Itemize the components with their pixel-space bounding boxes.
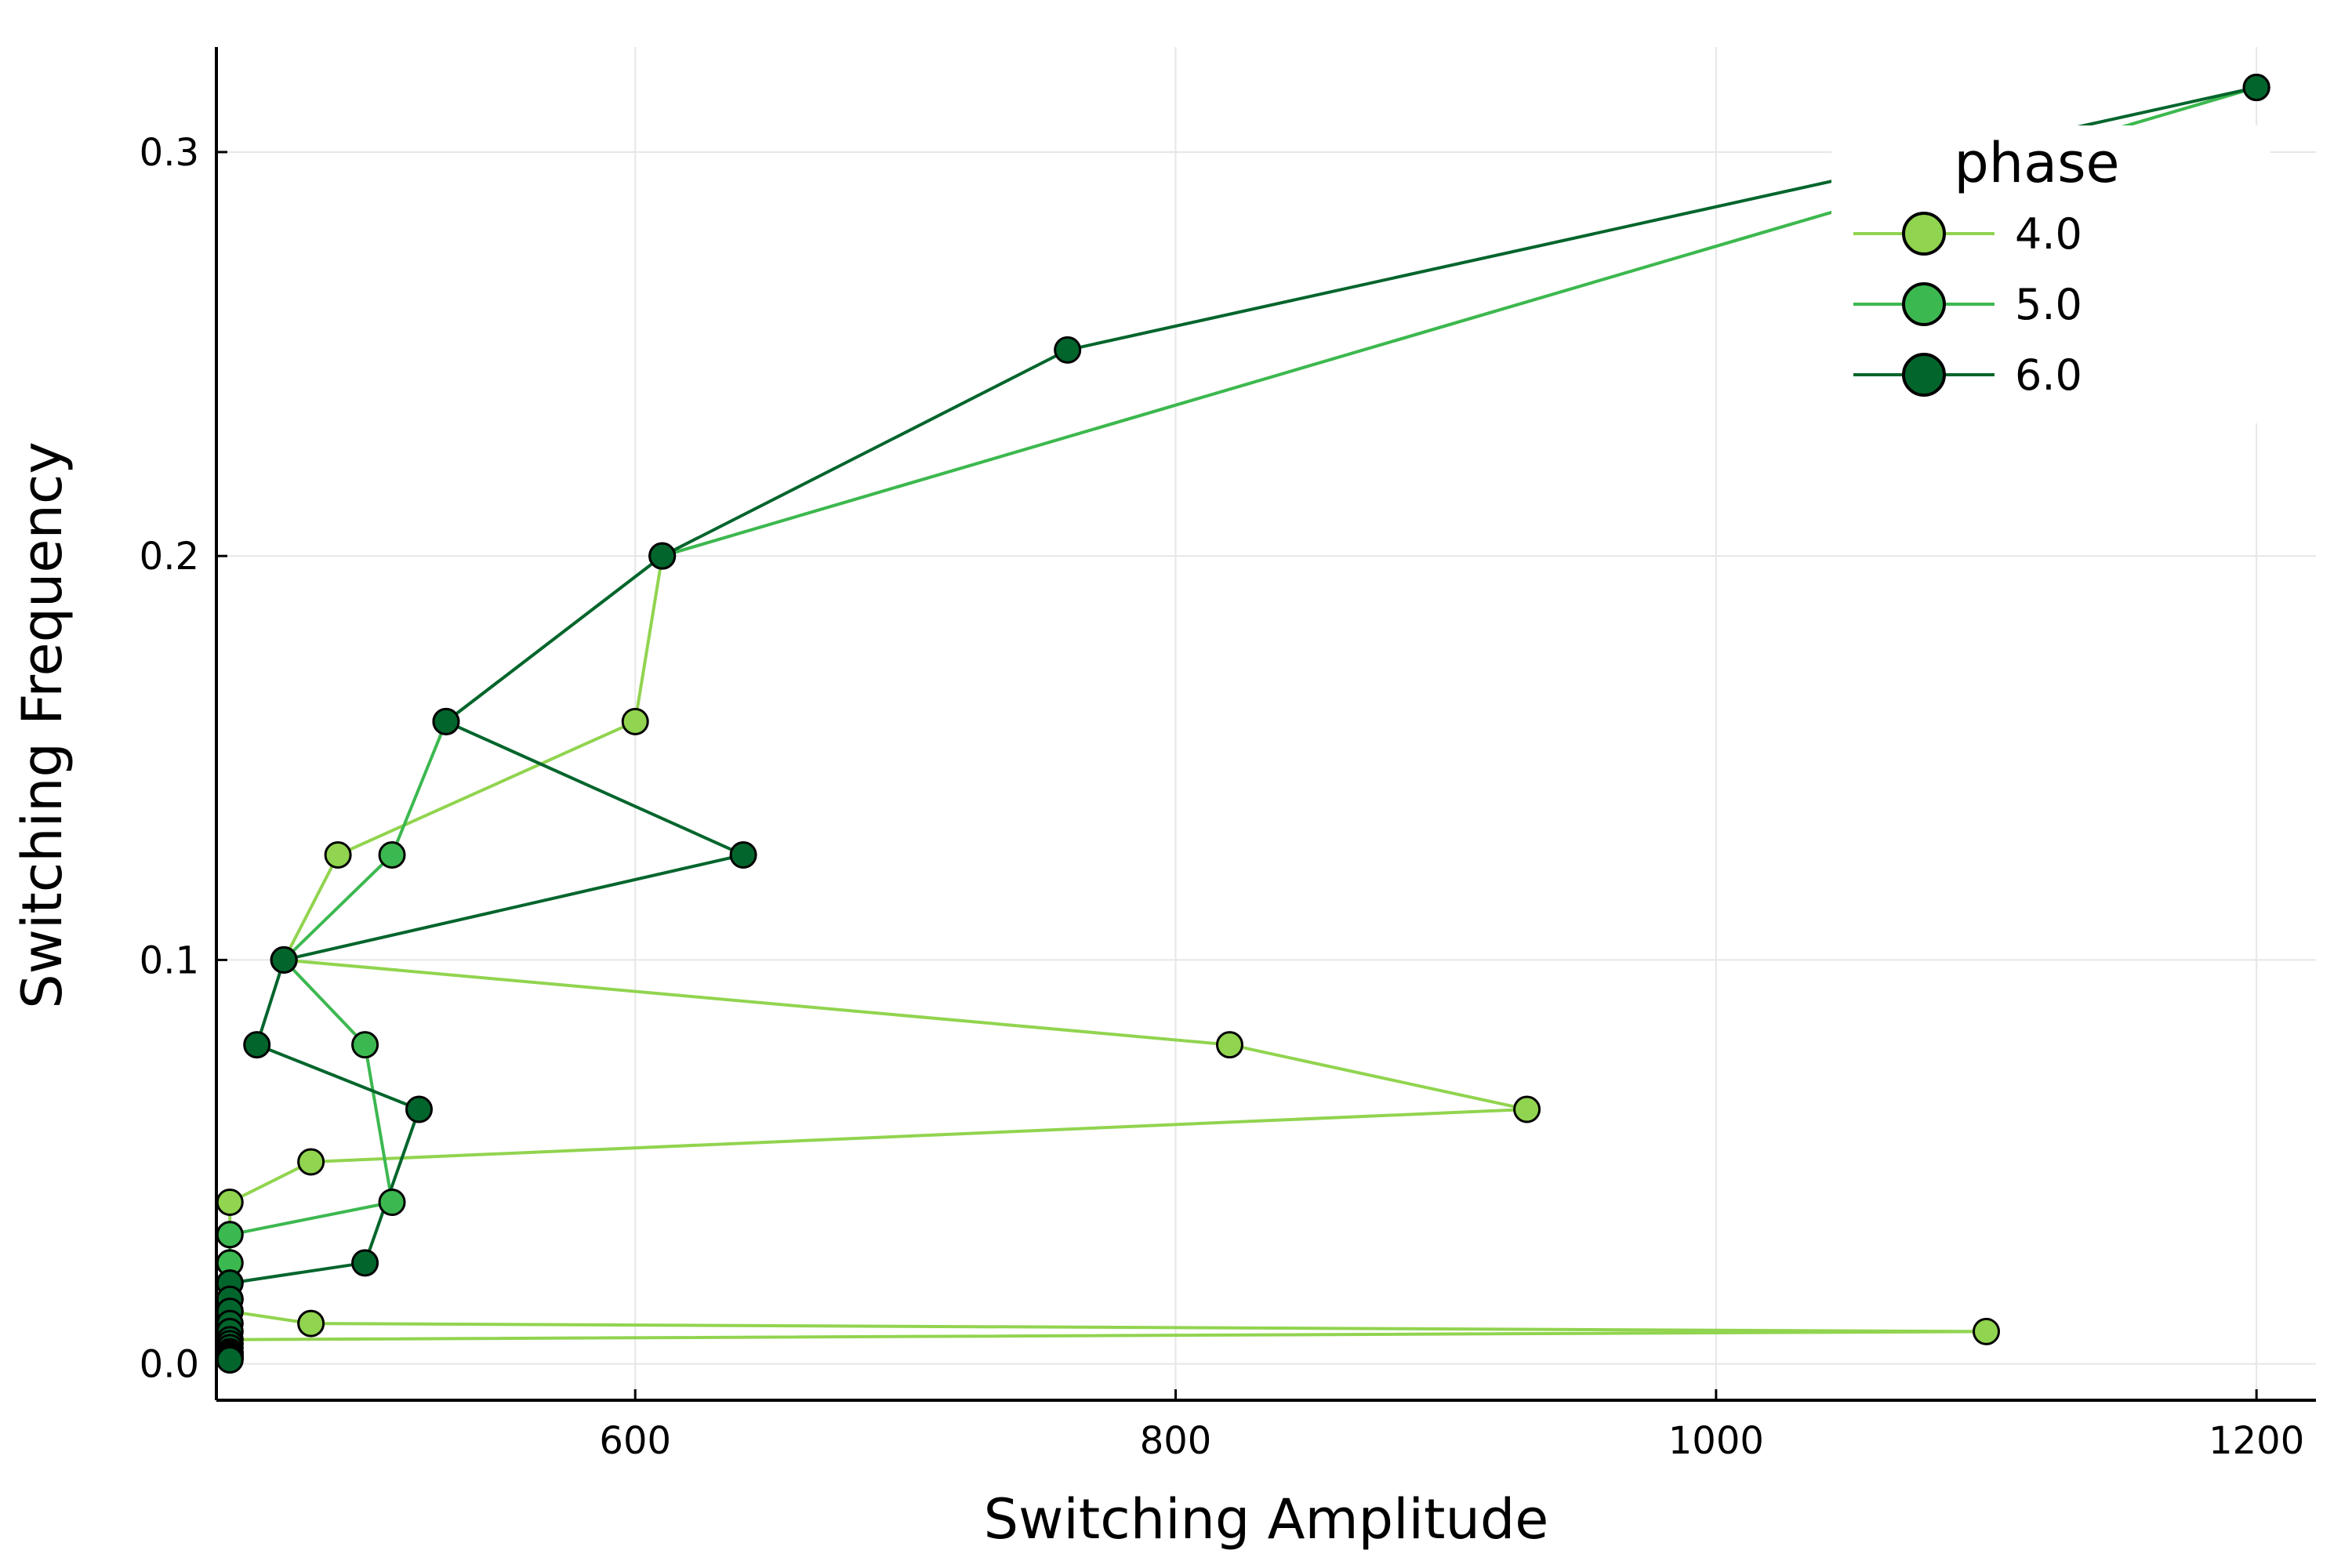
x-axis-title: Switching Amplitude xyxy=(984,1487,1549,1552)
legend-label: 6.0 xyxy=(2015,350,2082,400)
data-point xyxy=(1215,1031,1243,1059)
x-tick-label: 800 xyxy=(1140,1419,1212,1463)
data-point xyxy=(648,542,677,570)
y-tick-labels: 0.0 0.1 0.2 0.3 xyxy=(140,131,199,1387)
data-point xyxy=(405,1095,433,1123)
data-point xyxy=(378,840,406,869)
data-point xyxy=(216,1221,244,1249)
legend-swatch-marker xyxy=(1902,212,1946,256)
data-point xyxy=(351,1249,379,1277)
data-point xyxy=(216,1345,244,1374)
y-axis-title: Switching Frequency xyxy=(10,441,74,1009)
data-point xyxy=(297,1148,325,1176)
data-point xyxy=(432,707,460,735)
data-point xyxy=(351,1031,379,1059)
series-points xyxy=(216,74,2270,1374)
legend-label: 4.0 xyxy=(2015,209,2082,259)
x-tick-labels: 600 800 1000 1200 xyxy=(599,1419,2304,1463)
y-tick-label: 0.3 xyxy=(140,131,199,175)
data-point xyxy=(297,1309,325,1338)
legend-title: phase xyxy=(1954,131,2119,195)
data-point xyxy=(2242,74,2270,102)
data-point xyxy=(216,1189,244,1217)
x-tick-label: 600 xyxy=(599,1419,671,1463)
data-point xyxy=(1513,1095,1541,1123)
data-point xyxy=(1054,336,1082,364)
y-tick-label: 0.0 xyxy=(140,1343,199,1387)
legend-swatch-marker xyxy=(1902,282,1946,326)
legend-swatch-marker xyxy=(1902,353,1946,397)
x-tick-label: 1200 xyxy=(2209,1419,2304,1463)
data-point xyxy=(243,1031,271,1059)
data-point xyxy=(621,707,649,735)
x-tick-label: 1000 xyxy=(1668,1419,1764,1463)
data-point xyxy=(324,840,352,869)
data-point xyxy=(729,840,757,869)
y-tick-label: 0.2 xyxy=(140,535,199,579)
data-point xyxy=(1973,1317,2001,1345)
y-tick-label: 0.1 xyxy=(140,938,199,982)
legend-label: 5.0 xyxy=(2015,280,2082,329)
legend-items: 4.0 5.0 6.0 xyxy=(1853,209,2082,400)
data-point xyxy=(378,1189,406,1217)
data-point xyxy=(270,946,298,974)
legend: phase 4.0 5.0 6.0 xyxy=(1831,125,2270,423)
